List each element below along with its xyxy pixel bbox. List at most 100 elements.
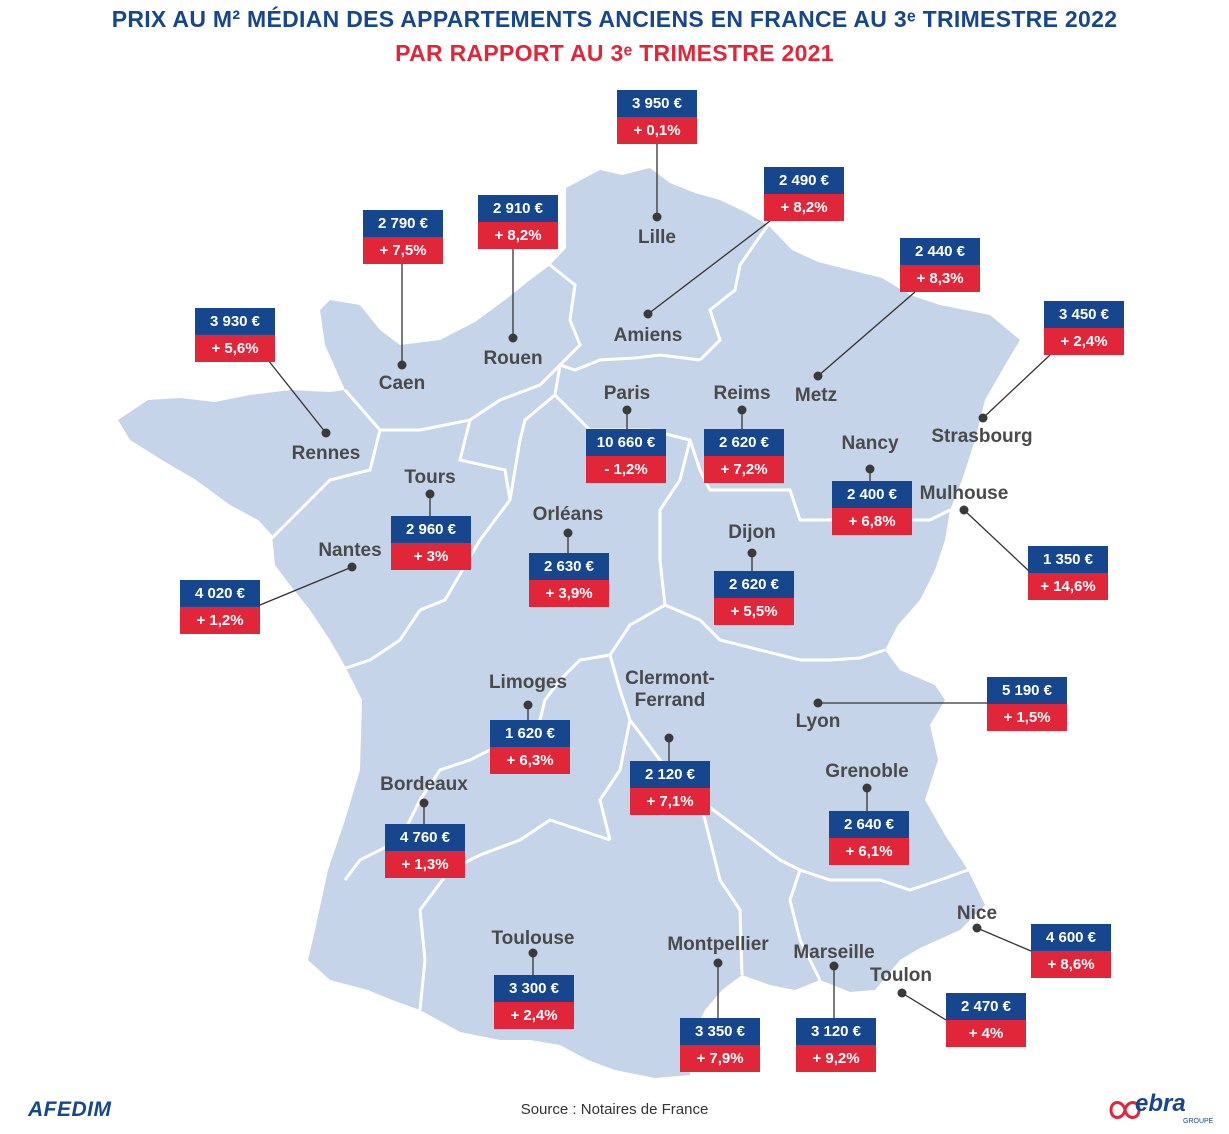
leader-line-nantes <box>259 566 353 606</box>
price-value: 1 620 € <box>490 720 570 747</box>
city-label-strasbourg: Strasbourg <box>931 426 1032 447</box>
price-change: + 6,8% <box>832 508 912 535</box>
price-value: 2 960 € <box>391 516 471 543</box>
price-box-grenoble: 2 640 € + 6,1% <box>829 811 909 865</box>
city-label-orleans: Orléans <box>533 504 604 525</box>
city-label-nice: Nice <box>957 903 997 924</box>
price-change: + 3,9% <box>529 580 609 607</box>
city-marker-toulouse <box>528 948 538 958</box>
price-box-lille: 3 950 € + 0,1% <box>617 90 697 144</box>
price-box-metz: 2 440 € + 8,3% <box>900 238 980 292</box>
price-change: + 1,2% <box>180 607 260 634</box>
city-marker-metz <box>813 371 823 381</box>
city-marker-dijon <box>747 548 757 558</box>
city-label-lille: Lille <box>638 227 676 248</box>
page-subtitle: PAR RAPPORT AU 3ᵉ TRIMESTRE 2021 <box>395 40 834 66</box>
price-box-limoges: 1 620 € + 6,3% <box>490 720 570 774</box>
price-box-paris: 10 660 € - 1,2% <box>586 429 666 483</box>
price-value: 2 630 € <box>529 553 609 580</box>
price-box-orleans: 2 630 € + 3,9% <box>529 553 609 607</box>
price-value: 4 600 € <box>1031 924 1111 951</box>
price-value: 3 930 € <box>195 308 275 335</box>
price-change: + 5,5% <box>714 598 794 625</box>
price-box-toulouse: 3 300 € + 2,4% <box>494 975 574 1029</box>
price-box-tours: 2 960 € + 3% <box>391 516 471 570</box>
price-value: 1 350 € <box>1028 546 1108 573</box>
city-label-amiens: Amiens <box>614 325 683 346</box>
afedim-logo: AFEDIM <box>28 1098 112 1121</box>
price-box-amiens: 2 490 € + 8,2% <box>764 167 844 221</box>
price-change: + 8,3% <box>900 265 980 292</box>
city-label-toulouse: Toulouse <box>491 928 574 949</box>
price-change: + 1,5% <box>987 704 1067 731</box>
city-label-bordeaux: Bordeaux <box>380 774 468 795</box>
price-value: 5 190 € <box>987 677 1067 704</box>
price-value: 4 760 € <box>385 824 465 851</box>
price-box-toulon: 2 470 € + 4% <box>946 993 1026 1047</box>
price-box-bordeaux: 4 760 € + 1,3% <box>385 824 465 878</box>
price-change: + 1,3% <box>385 851 465 878</box>
price-value: 2 490 € <box>764 167 844 194</box>
price-value: 2 790 € <box>363 210 443 237</box>
ebra-wordmark: ebra <box>1135 1090 1186 1117</box>
price-change: + 6,3% <box>490 747 570 774</box>
price-box-reims: 2 620 € + 7,2% <box>704 429 784 483</box>
page-title: PRIX AU M² MÉDIAN DES APPARTEMENTS ANCIE… <box>111 6 1118 32</box>
price-box-clermont-ferrand: 2 120 € + 7,1% <box>630 761 710 815</box>
price-box-caen: 2 790 € + 7,5% <box>363 210 443 264</box>
city-label-toulon: Toulon <box>870 965 932 986</box>
city-label-caen: Caen <box>379 373 425 394</box>
city-marker-orleans <box>563 528 573 538</box>
price-value: 2 910 € <box>478 195 558 222</box>
city-label-paris: Paris <box>604 383 650 404</box>
city-marker-nice <box>972 923 982 933</box>
city-label-lyon: Lyon <box>796 711 841 732</box>
city-marker-grenoble <box>862 783 872 793</box>
city-marker-nancy <box>865 464 875 474</box>
city-label-rennes: Rennes <box>292 443 361 464</box>
price-box-nice: 4 600 € + 8,6% <box>1031 924 1111 978</box>
city-marker-mulhouse <box>959 505 969 515</box>
price-value: 2 400 € <box>832 481 912 508</box>
price-box-marseille: 3 120 € + 9,2% <box>796 1018 876 1072</box>
price-box-dijon: 2 620 € + 5,5% <box>714 571 794 625</box>
city-marker-marseille <box>829 961 839 971</box>
price-box-mulhouse: 1 350 € + 14,6% <box>1028 546 1108 600</box>
price-value: 3 350 € <box>680 1018 760 1045</box>
city-marker-caen <box>397 360 407 370</box>
city-label-rouen: Rouen <box>483 348 542 369</box>
city-marker-montpellier <box>713 958 723 968</box>
price-change: + 5,6% <box>195 335 275 362</box>
leader-line-nice <box>976 927 1032 952</box>
city-marker-clermont-ferrand <box>664 733 674 743</box>
price-change: + 7,1% <box>630 788 710 815</box>
city-labels: Lille Amiens Rouen Caen Rennes Metz Strasbourg… <box>292 227 1033 986</box>
city-marker-nantes <box>347 562 357 572</box>
price-box-rouen: 2 910 € + 8,2% <box>478 195 558 249</box>
price-change: + 6,1% <box>829 838 909 865</box>
price-value: 2 620 € <box>714 571 794 598</box>
price-change: + 8,2% <box>478 222 558 249</box>
price-value: 4 020 € <box>180 580 260 607</box>
city-label-montpellier: Montpellier <box>667 934 769 955</box>
price-value: 2 440 € <box>900 238 980 265</box>
price-change: + 8,6% <box>1031 951 1111 978</box>
price-change: + 14,6% <box>1028 573 1108 600</box>
price-box-rennes: 3 930 € + 5,6% <box>195 308 275 362</box>
city-marker-rouen <box>508 333 518 343</box>
price-value: 2 640 € <box>829 811 909 838</box>
price-box-nancy: 2 400 € + 6,8% <box>832 481 912 535</box>
city-marker-reims <box>737 405 747 415</box>
city-label-reims: Reims <box>713 383 770 404</box>
price-change: + 2,4% <box>1044 328 1124 355</box>
leader-line-metz <box>817 291 916 377</box>
city-label-grenoble: Grenoble <box>825 761 908 782</box>
price-change: + 7,5% <box>363 237 443 264</box>
city-marker-tours <box>425 489 435 499</box>
price-change: + 8,2% <box>764 194 844 221</box>
price-value: 3 120 € <box>796 1018 876 1045</box>
city-label-nantes: Nantes <box>318 540 381 561</box>
price-change: - 1,2% <box>586 456 666 483</box>
price-value: 3 300 € <box>494 975 574 1002</box>
